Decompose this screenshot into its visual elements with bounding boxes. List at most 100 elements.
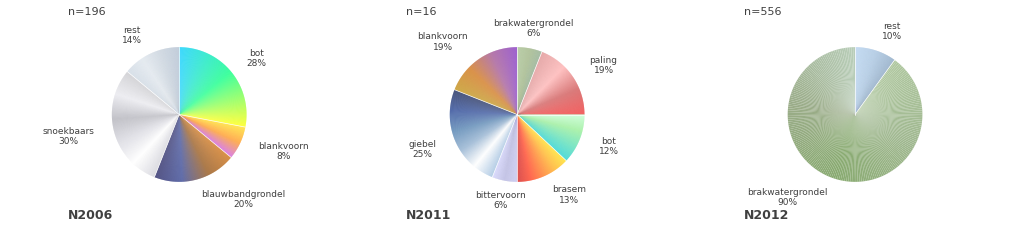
Wedge shape: [500, 49, 517, 114]
Wedge shape: [855, 114, 920, 135]
Wedge shape: [495, 51, 517, 114]
Wedge shape: [517, 114, 570, 157]
Wedge shape: [855, 50, 874, 114]
Wedge shape: [517, 114, 582, 135]
Wedge shape: [506, 114, 517, 181]
Wedge shape: [179, 114, 246, 126]
Wedge shape: [517, 114, 531, 180]
Wedge shape: [517, 114, 573, 152]
Wedge shape: [517, 47, 520, 114]
Wedge shape: [145, 56, 179, 114]
Wedge shape: [855, 59, 893, 114]
Wedge shape: [841, 114, 855, 181]
Wedge shape: [503, 114, 517, 180]
Wedge shape: [517, 114, 583, 128]
Wedge shape: [179, 49, 196, 115]
Wedge shape: [498, 114, 517, 179]
Wedge shape: [855, 59, 894, 114]
Wedge shape: [179, 51, 203, 114]
Wedge shape: [517, 114, 582, 132]
Wedge shape: [517, 114, 560, 166]
Wedge shape: [505, 114, 517, 181]
Wedge shape: [179, 111, 247, 114]
Wedge shape: [513, 114, 517, 182]
Wedge shape: [855, 51, 878, 114]
Wedge shape: [129, 114, 179, 160]
Wedge shape: [517, 49, 532, 115]
Wedge shape: [517, 114, 565, 161]
Wedge shape: [179, 114, 217, 171]
Wedge shape: [855, 47, 860, 114]
Wedge shape: [135, 63, 179, 114]
Wedge shape: [450, 114, 517, 121]
Wedge shape: [156, 114, 179, 177]
Wedge shape: [179, 114, 241, 141]
Wedge shape: [179, 114, 231, 157]
Wedge shape: [179, 114, 245, 132]
Wedge shape: [497, 114, 517, 179]
Wedge shape: [179, 114, 197, 180]
Wedge shape: [126, 73, 179, 114]
Wedge shape: [517, 93, 581, 114]
Wedge shape: [179, 114, 234, 154]
Wedge shape: [517, 114, 519, 182]
Wedge shape: [115, 93, 179, 114]
Wedge shape: [179, 114, 242, 140]
Wedge shape: [179, 53, 208, 114]
Wedge shape: [517, 114, 556, 169]
Wedge shape: [119, 114, 179, 145]
Wedge shape: [510, 48, 517, 114]
Wedge shape: [481, 114, 517, 172]
Wedge shape: [517, 114, 582, 133]
Wedge shape: [517, 114, 581, 136]
Wedge shape: [179, 114, 231, 158]
Wedge shape: [450, 114, 517, 118]
Wedge shape: [145, 56, 179, 114]
Wedge shape: [119, 114, 179, 144]
Wedge shape: [517, 86, 579, 114]
Wedge shape: [517, 47, 518, 114]
Wedge shape: [179, 114, 234, 153]
Wedge shape: [504, 114, 517, 180]
Wedge shape: [517, 114, 581, 137]
Wedge shape: [517, 114, 563, 163]
Wedge shape: [855, 56, 889, 114]
Wedge shape: [135, 63, 179, 114]
Wedge shape: [517, 114, 531, 180]
Wedge shape: [517, 77, 573, 114]
Wedge shape: [179, 65, 225, 114]
Wedge shape: [497, 114, 517, 179]
Wedge shape: [179, 114, 245, 130]
Wedge shape: [179, 58, 216, 114]
Wedge shape: [497, 114, 517, 179]
Wedge shape: [517, 114, 574, 149]
Wedge shape: [501, 114, 517, 180]
Wedge shape: [855, 114, 874, 180]
Wedge shape: [798, 114, 855, 152]
Wedge shape: [498, 50, 517, 114]
Wedge shape: [179, 69, 229, 114]
Wedge shape: [515, 114, 517, 182]
Wedge shape: [178, 47, 179, 114]
Wedge shape: [179, 60, 219, 114]
Wedge shape: [493, 114, 517, 177]
Wedge shape: [495, 114, 517, 178]
Wedge shape: [514, 114, 517, 182]
Wedge shape: [179, 114, 238, 149]
Wedge shape: [517, 114, 555, 170]
Wedge shape: [511, 114, 517, 182]
Wedge shape: [517, 114, 531, 180]
Wedge shape: [161, 50, 179, 114]
Wedge shape: [117, 88, 179, 114]
Wedge shape: [517, 65, 563, 114]
Wedge shape: [465, 72, 517, 114]
Wedge shape: [517, 61, 558, 114]
Wedge shape: [504, 49, 517, 115]
Wedge shape: [855, 58, 892, 114]
Wedge shape: [161, 50, 179, 114]
Wedge shape: [179, 114, 216, 171]
Wedge shape: [517, 114, 523, 182]
Wedge shape: [517, 114, 582, 133]
Wedge shape: [469, 67, 517, 114]
Wedge shape: [517, 114, 572, 153]
